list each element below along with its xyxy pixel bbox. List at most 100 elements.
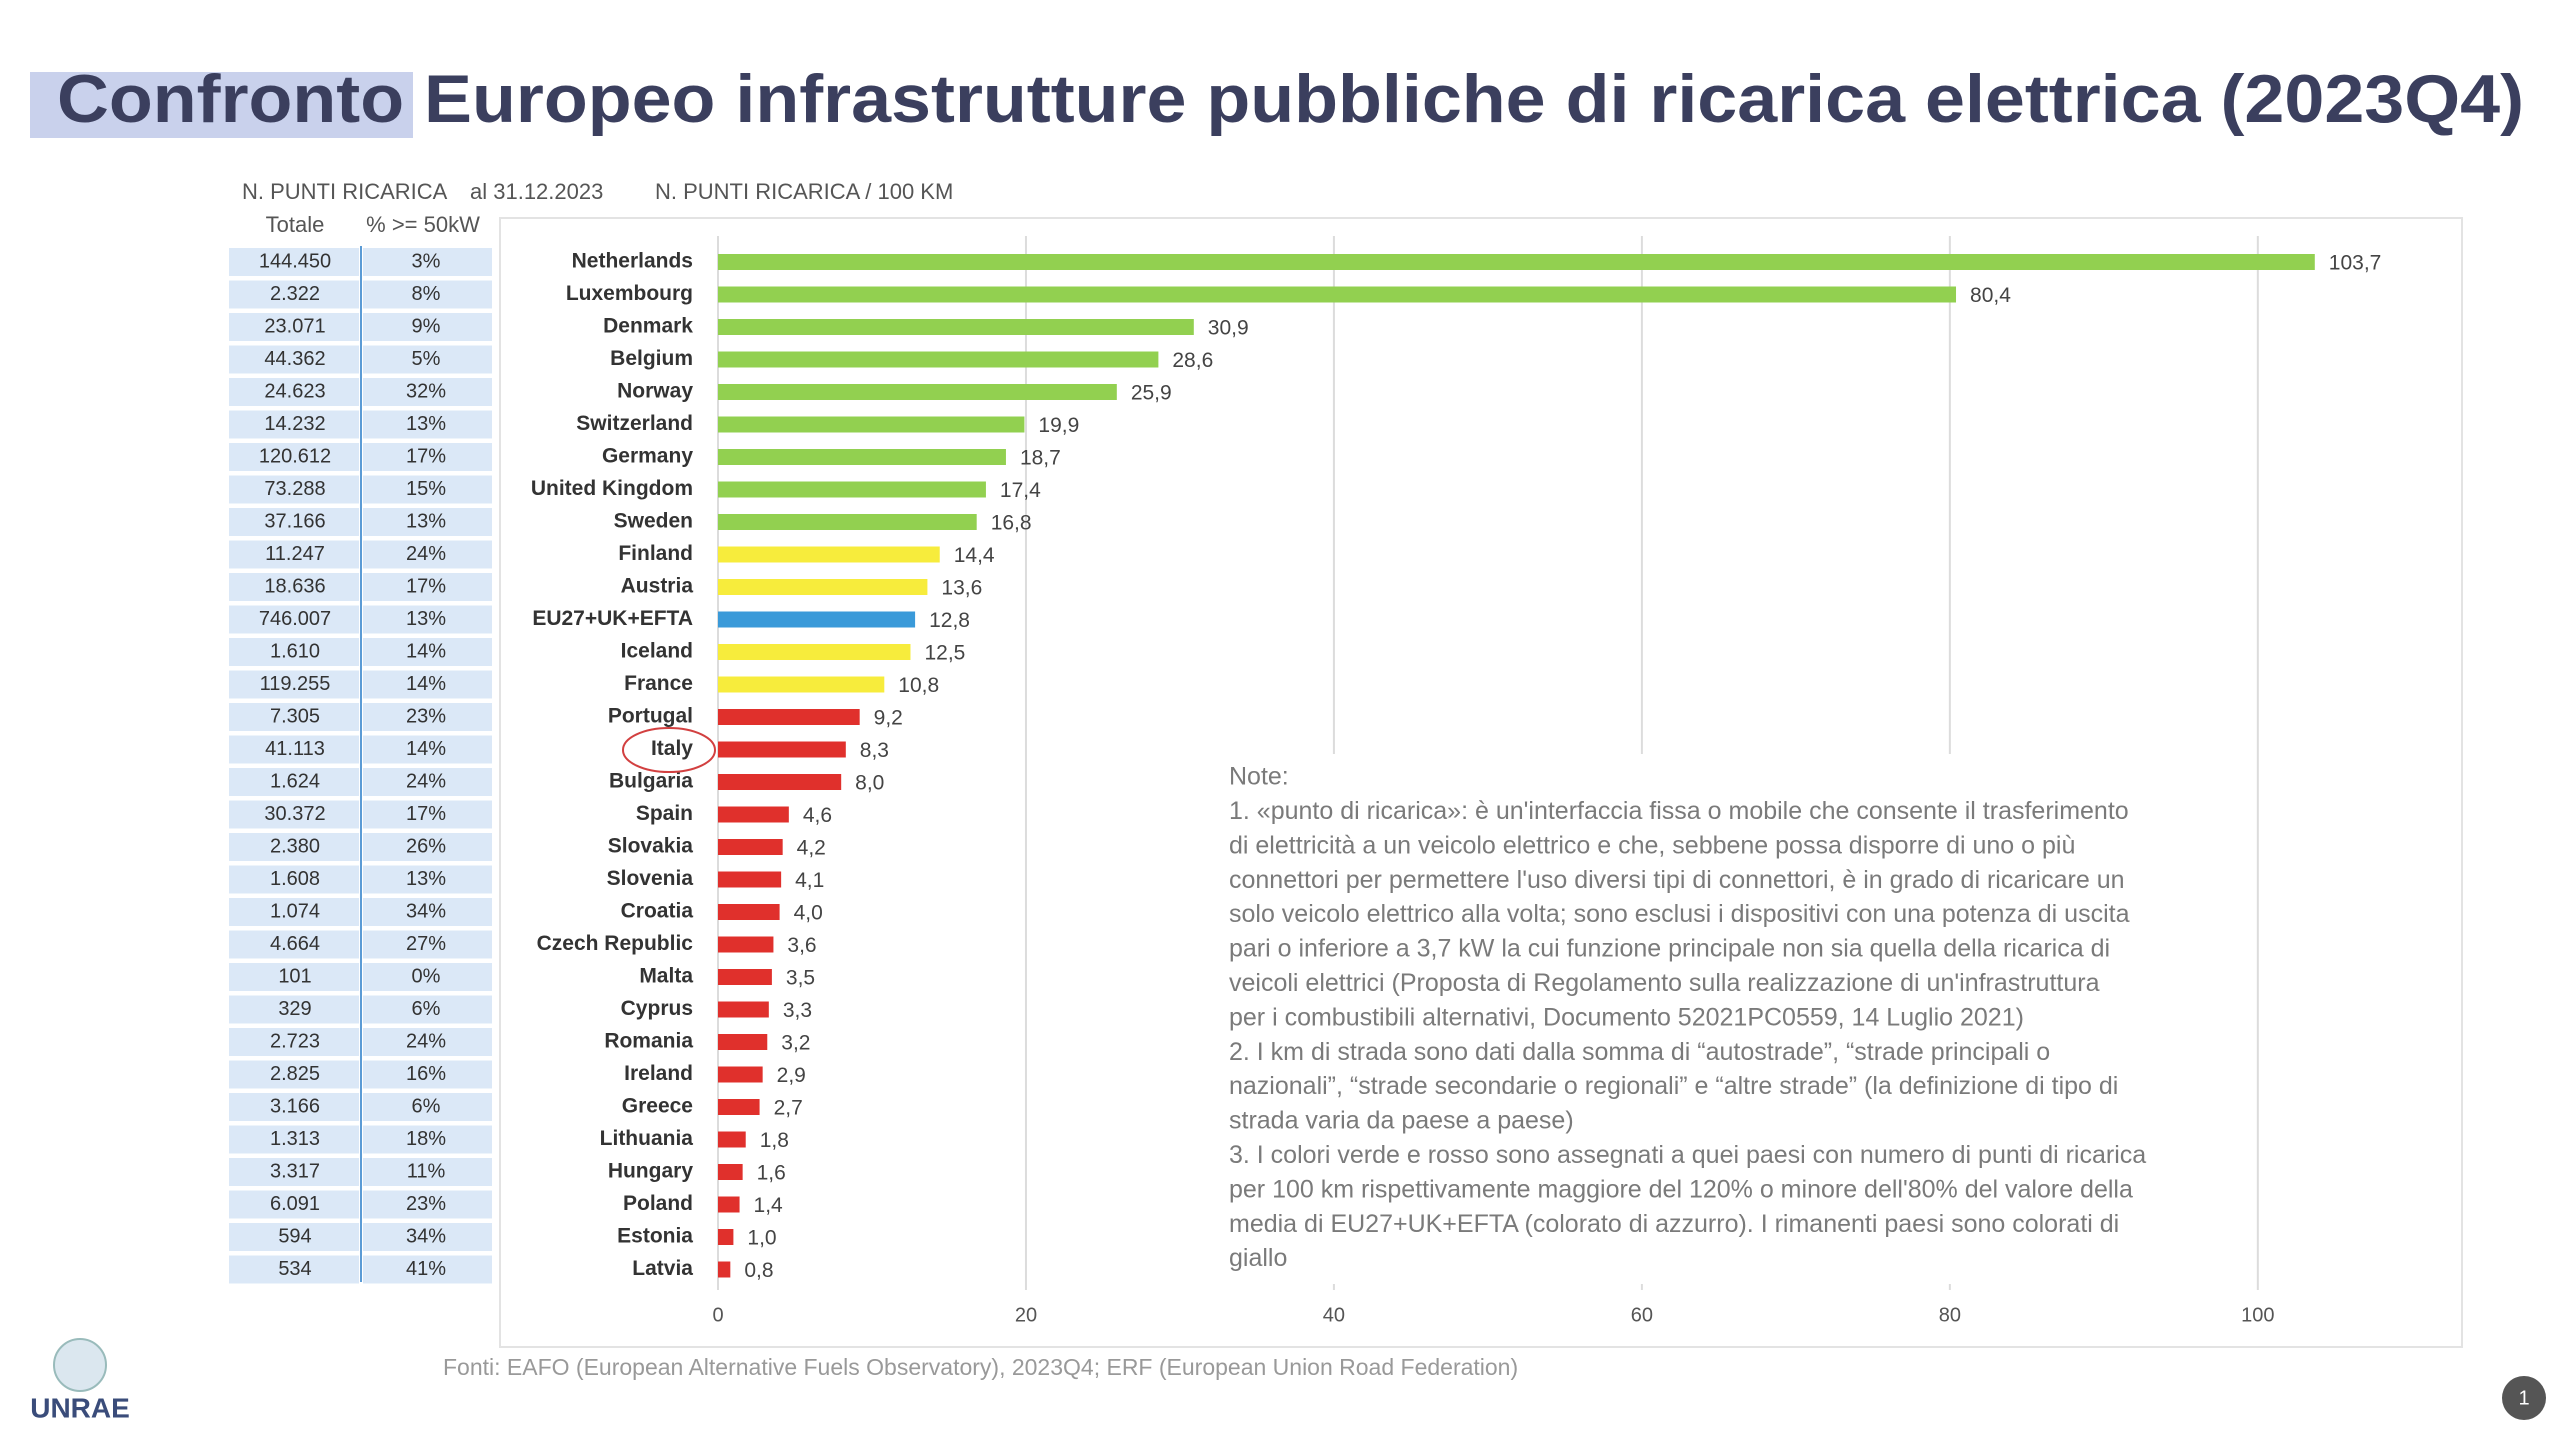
table-total: 3.317 <box>270 1160 320 1182</box>
bar <box>718 254 2315 270</box>
table-cell <box>229 1158 359 1186</box>
page-number: 1 <box>2518 1387 2529 1409</box>
table-share: 41% <box>406 1258 446 1280</box>
table-share: 13% <box>406 510 446 532</box>
bar <box>718 514 977 530</box>
note-line: 3. I colori verde e rosso sono assegnati… <box>1229 1141 2146 1169</box>
table-cell <box>363 833 492 861</box>
bar <box>718 1001 769 1018</box>
note-line: solo veicolo elettrico alla volta; sono … <box>1229 900 2130 928</box>
table-total: 144.450 <box>259 250 331 272</box>
bar <box>718 871 782 888</box>
table-total: 1.610 <box>270 640 320 662</box>
table-cell <box>363 898 492 926</box>
category-label: Latvia <box>632 1257 693 1280</box>
table-total: 24.623 <box>264 380 325 402</box>
note-line: per i combustibili alternativi, Document… <box>1229 1003 2024 1031</box>
value-label: 4,1 <box>795 869 824 892</box>
table-cell <box>363 735 492 764</box>
table-cell <box>363 768 492 796</box>
table-total: 14.232 <box>264 413 325 435</box>
table-share: 17% <box>406 575 446 597</box>
table-cell <box>363 410 492 439</box>
table-total: 23.071 <box>264 315 325 337</box>
table-total: 3.166 <box>270 1095 320 1117</box>
value-label: 1,8 <box>760 1129 789 1152</box>
table-cell <box>229 930 359 959</box>
x-tick-label: 60 <box>1631 1304 1653 1326</box>
table-cell <box>229 898 359 926</box>
plot-frame <box>499 217 2463 1348</box>
table-total: 6.091 <box>270 1193 320 1215</box>
value-label: 12,8 <box>929 609 970 632</box>
table-cell <box>363 280 492 309</box>
table-share: 6% <box>412 998 441 1020</box>
note-line: veicoli elettrici (Proposta di Regolamen… <box>1229 969 2100 997</box>
category-label: Croatia <box>621 900 694 923</box>
bar <box>718 936 774 953</box>
table-cell <box>363 1190 492 1219</box>
category-label: Spain <box>636 802 693 825</box>
note-line: connettori per permettere l'uso diversi … <box>1229 866 2125 894</box>
category-label: Sweden <box>614 510 693 533</box>
table-cell <box>363 443 492 471</box>
table-share: 27% <box>406 933 446 955</box>
table-cell <box>363 703 492 731</box>
table-total: 4.664 <box>270 933 320 955</box>
table-share: 15% <box>406 478 446 500</box>
bar <box>718 1034 768 1050</box>
bar <box>718 319 1194 335</box>
table-cell <box>229 540 359 569</box>
note-line: giallo <box>1229 1244 1287 1272</box>
table-cell <box>363 1060 492 1089</box>
table-total: 2.322 <box>270 283 320 305</box>
value-label: 10,8 <box>898 674 939 697</box>
table-share: 9% <box>412 315 441 337</box>
table-share: 24% <box>406 770 446 792</box>
table-total: 7.305 <box>270 705 320 727</box>
value-label: 4,2 <box>797 837 826 860</box>
table-cell <box>229 833 359 861</box>
category-label: Portugal <box>608 705 693 728</box>
table-share: 16% <box>406 1063 446 1085</box>
table-total: 37.166 <box>264 510 325 532</box>
bar <box>718 676 885 693</box>
bar <box>718 644 911 660</box>
table-share: 23% <box>406 705 446 727</box>
x-tick-label: 80 <box>1939 1304 1961 1326</box>
bar <box>718 1066 763 1083</box>
table-cell <box>363 508 492 536</box>
table-cell <box>363 1255 492 1284</box>
notes-box <box>1213 754 2253 1284</box>
value-label: 18,7 <box>1020 447 1061 470</box>
table-share: 3% <box>412 250 441 272</box>
table-cell <box>363 540 492 569</box>
table-share: 13% <box>406 413 446 435</box>
value-label: 1,6 <box>757 1162 786 1185</box>
value-label: 3,5 <box>786 967 815 990</box>
bar <box>718 579 928 595</box>
table-cell <box>363 248 492 276</box>
value-label: 2,7 <box>774 1097 803 1120</box>
note-line: di elettricità a un veicolo elettrico e … <box>1229 831 2075 859</box>
table-cell <box>363 638 492 666</box>
table-total: 2.825 <box>270 1063 320 1085</box>
title-highlight <box>30 72 413 138</box>
table-cell <box>229 378 359 406</box>
x-tick-label: 0 <box>712 1304 723 1326</box>
table-total: 11.247 <box>265 543 325 565</box>
category-label: Poland <box>623 1192 693 1215</box>
table-total: 1.608 <box>270 868 320 890</box>
value-label: 1,0 <box>747 1227 776 1250</box>
source: Fonti: EAFO (European Alternative Fuels … <box>443 1354 1518 1380</box>
table-cell <box>229 638 359 666</box>
table-cell <box>363 1093 492 1121</box>
bar <box>718 1229 734 1245</box>
table-cell <box>229 865 359 894</box>
table-header: N. PUNTI RICARICA <box>242 179 448 204</box>
bar <box>718 1196 740 1213</box>
table-cell <box>229 1028 359 1056</box>
value-label: 16,8 <box>991 512 1032 535</box>
table-share: 17% <box>406 445 446 467</box>
